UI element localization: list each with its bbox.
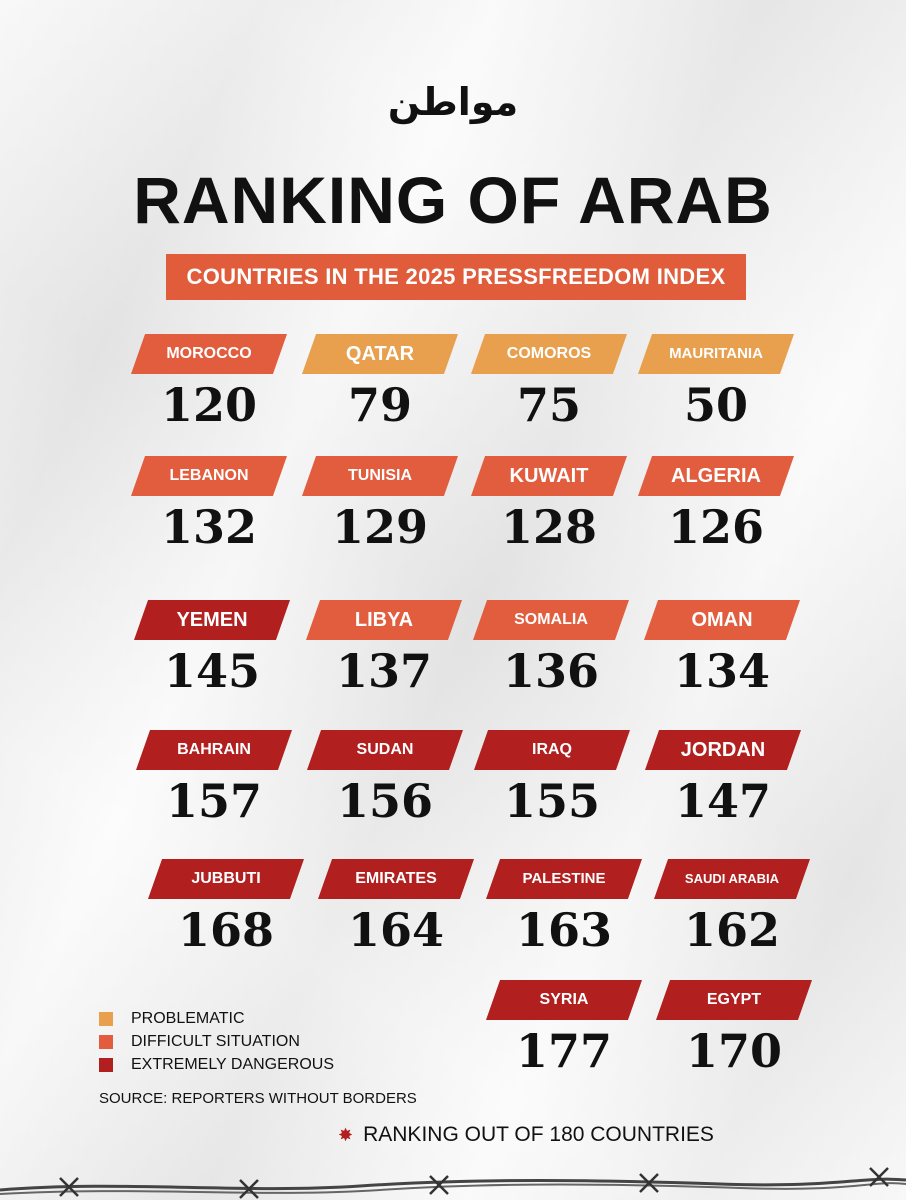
country-label: LIBYA — [306, 600, 462, 640]
country-card-qatar: QATAR 79 — [302, 334, 462, 444]
country-label: JUBBUTI — [148, 859, 304, 899]
country-rank: 120 — [160, 378, 258, 432]
footnote: ✸ RANKING OUT OF 180 COUNTRIES — [338, 1123, 714, 1147]
country-card-saudi-arabia: SAUDI ARABIA 162 — [654, 859, 814, 969]
country-label: OMAN — [644, 600, 800, 640]
country-card-bahrain: BAHRAIN 157 — [136, 730, 296, 840]
country-card-egypt: EGYPT 170 — [656, 980, 816, 1090]
country-card-kuwait: KUWAIT 128 — [471, 456, 631, 566]
country-rank: 128 — [500, 500, 598, 554]
country-label: SOMALIA — [473, 600, 629, 640]
country-label: TUNISIA — [302, 456, 458, 496]
country-rank: 50 — [683, 378, 748, 432]
country-card-iraq: IRAQ 155 — [474, 730, 634, 840]
country-card-comoros: COMOROS 75 — [471, 334, 631, 444]
country-card-algeria: ALGERIA 126 — [638, 456, 798, 566]
country-card-libya: LIBYA 137 — [306, 600, 466, 710]
country-rank: 168 — [177, 903, 275, 957]
star-icon: ✸ — [338, 1124, 354, 1145]
country-rank: 163 — [515, 903, 613, 957]
country-label: SUDAN — [307, 730, 463, 770]
country-rank: 129 — [331, 500, 429, 554]
country-label: LEBANON — [131, 456, 287, 496]
country-rank: 157 — [165, 774, 263, 828]
country-rank: 145 — [163, 644, 261, 698]
country-label: EGYPT — [656, 980, 812, 1020]
country-rank: 126 — [667, 500, 765, 554]
country-rank: 177 — [515, 1024, 613, 1078]
subtitle-banner: COUNTRIES IN THE 2025 PRESSFREEDOM INDEX — [166, 254, 746, 300]
page-title: RANKING OF ARAB — [133, 163, 773, 237]
country-card-emirates: EMIRATES 164 — [318, 859, 478, 969]
country-card-jubbuti: JUBBUTI 168 — [148, 859, 308, 969]
country-card-palestine: PALESTINE 163 — [486, 859, 646, 969]
country-card-somalia: SOMALIA 136 — [473, 600, 633, 710]
country-card-morocco: MOROCCO 120 — [131, 334, 291, 444]
country-rank: 137 — [335, 644, 433, 698]
country-rank: 162 — [683, 903, 781, 957]
country-card-lebanon: LEBANON 132 — [131, 456, 291, 566]
country-label: PALESTINE — [486, 859, 642, 899]
country-label: EMIRATES — [318, 859, 474, 899]
logo: مواطن — [387, 80, 519, 124]
country-rank: 156 — [336, 774, 434, 828]
country-label: IRAQ — [474, 730, 630, 770]
country-card-oman: OMAN 134 — [644, 600, 804, 710]
legend: PROBLEMATIC DIFFICULT SITUATION EXTREMEL… — [99, 1008, 334, 1077]
country-rank: 164 — [347, 903, 445, 957]
country-rank: 147 — [674, 774, 772, 828]
country-label: BAHRAIN — [136, 730, 292, 770]
country-label: MAURITANIA — [638, 334, 794, 374]
country-rank: 79 — [347, 378, 412, 432]
legend-item-difficult: DIFFICULT SITUATION — [99, 1031, 334, 1052]
legend-swatch — [99, 1034, 113, 1049]
country-label: JORDAN — [645, 730, 801, 770]
country-label: YEMEN — [134, 600, 290, 640]
legend-swatch — [99, 1011, 113, 1026]
legend-label: PROBLEMATIC — [131, 1009, 245, 1027]
country-label: ALGERIA — [638, 456, 794, 496]
country-card-tunisia: TUNISIA 129 — [302, 456, 462, 566]
country-rank: 155 — [503, 774, 601, 828]
legend-swatch — [99, 1057, 113, 1072]
country-rank: 134 — [673, 644, 771, 698]
country-label: QATAR — [302, 334, 458, 374]
country-rank: 75 — [516, 378, 581, 432]
country-card-sudan: SUDAN 156 — [307, 730, 467, 840]
footnote-text: RANKING OUT OF 180 COUNTRIES — [363, 1123, 714, 1146]
legend-item-problematic: PROBLEMATIC — [99, 1008, 334, 1029]
country-label: KUWAIT — [471, 456, 627, 496]
legend-label: DIFFICULT SITUATION — [131, 1032, 300, 1050]
country-card-yemen: YEMEN 145 — [134, 600, 294, 710]
country-label: SAUDI ARABIA — [654, 859, 810, 899]
country-label: MOROCCO — [131, 334, 287, 374]
country-label: SYRIA — [486, 980, 642, 1020]
country-rank: 136 — [502, 644, 600, 698]
country-label: COMOROS — [471, 334, 627, 374]
country-card-jordan: JORDAN 147 — [645, 730, 805, 840]
source-credit: SOURCE: REPORTERS WITHOUT BORDERS — [99, 1090, 417, 1107]
country-card-mauritania: MAURITANIA 50 — [638, 334, 798, 444]
country-rank: 132 — [160, 500, 258, 554]
legend-label: EXTREMELY DANGEROUS — [131, 1055, 335, 1073]
country-rank: 170 — [685, 1024, 783, 1078]
barbed-wire-decoration — [0, 1167, 906, 1199]
country-card-syria: SYRIA 177 — [486, 980, 646, 1090]
legend-item-extreme: EXTREMELY DANGEROUS — [99, 1054, 334, 1075]
